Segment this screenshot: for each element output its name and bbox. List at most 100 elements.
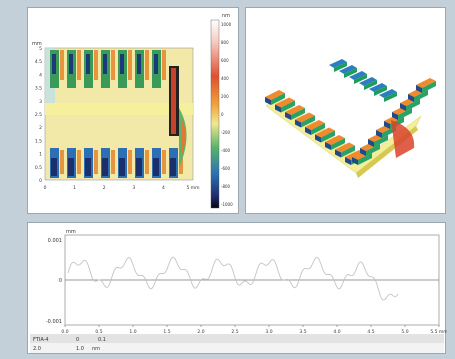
heatmap-panel[interactable]: nm mm 0 0.5 1 1.5 2 2.5 3 3.5 4 4.5 5 0 1 2 3 4 5 mm 10…: [27, 7, 239, 214]
surface-upper-fin-top: [349, 71, 367, 80]
heatmap-top-stripe-core: [120, 54, 124, 74]
heatmap-top-stripe-edge: [77, 50, 81, 80]
surface-fin-side: [281, 100, 295, 113]
heatmap-top-stripe-edge: [128, 50, 132, 80]
profile-x-tick-label: 1.5: [163, 329, 170, 335]
surface-fin-front: [392, 112, 398, 120]
footer-cell-2-3: nm: [92, 346, 100, 352]
surface-fin-front: [352, 157, 358, 165]
surface-upper-fin-side: [344, 68, 357, 78]
surface-upper-fin-side: [374, 86, 387, 96]
footer-cell-1-3: 0.1: [98, 337, 106, 343]
surface-fin-front: [368, 139, 374, 147]
profile-x-tick-label: 4.0: [333, 329, 340, 335]
surface-fin-side: [358, 153, 372, 165]
profile-y-axis: 0.001 0 -0.001: [46, 238, 62, 325]
colorbar-tick-label: 400: [221, 76, 229, 81]
heatmap-y-tick-label: 2: [39, 125, 42, 131]
heatmap-top-stripe-core: [137, 54, 141, 74]
surface-fin-side: [331, 138, 345, 150]
colorbar-tick-label: 200: [221, 94, 229, 99]
heatmap-bottom-stripe-core: [136, 158, 142, 176]
heatmap-top-stripe-core: [154, 54, 158, 74]
heatmap-bottom-stripe-edge: [60, 150, 64, 174]
footer-cell-2-2: 1.0: [76, 346, 84, 352]
heatmap-y-tick-label: 3.5: [35, 86, 42, 92]
surface-upper-fin-top: [379, 89, 397, 98]
colorbar-ticks: 1000 800 600 400 200 0 -200 -400 -600 -800 -1000: [221, 22, 233, 207]
profile-x-tick-label: 3.5: [299, 329, 306, 335]
surface-upper-fin-side: [384, 92, 397, 102]
colorbar-unit-label: nm: [222, 13, 230, 19]
heatmap-top-stripe-core: [52, 54, 56, 74]
surface-fin-side: [341, 145, 355, 158]
heatmap-top-stripe-core: [86, 54, 90, 74]
surface-fin-front: [305, 127, 311, 135]
profile-svg: 0.001 0 -0.001 mm 0.0 0.5 1.0 1.5 2.0 2.5 3.0 3.5…: [30, 229, 448, 353]
profile-x-tick-label: 2.0: [197, 329, 204, 335]
heatmap-bottom-stripe-edge: [145, 150, 149, 174]
profile-y-tick-label: 0.001: [48, 238, 62, 244]
footer-cell-1-1: FTIA-4: [33, 337, 49, 343]
profile-footer-row-1: [30, 334, 444, 343]
heatmap-band: [45, 103, 193, 115]
heatmap-y-tick-label: 2.5: [35, 112, 42, 118]
colorbar-tick-label: -800: [221, 184, 231, 189]
profile-x-tick-label: 3.0: [265, 329, 272, 335]
footer-cell-2-1: 2.0: [33, 346, 41, 352]
heatmap-top-stripe-edge: [94, 50, 98, 80]
heatmap-y-tick-label: 0: [39, 178, 42, 184]
surface-fin-top: [416, 78, 436, 88]
surface-fin-front: [416, 85, 422, 93]
heatmap-area[interactable]: [44, 47, 194, 181]
colorbar-tick-label: -200: [221, 130, 231, 135]
heatmap-bottom-stripe-core: [102, 158, 108, 176]
profile-y-tick-label: 0: [59, 278, 62, 284]
surface-fin-front: [360, 148, 366, 156]
surface-fin-side: [301, 115, 315, 128]
heatmap-bottom-stripe-core: [170, 158, 176, 176]
profile-y-unit: mm: [66, 229, 76, 235]
heatmap-x-tick-label: 0: [44, 185, 47, 191]
surface-fin-front: [335, 149, 341, 158]
surface-fin-front: [265, 97, 271, 105]
colorbar[interactable]: [210, 19, 220, 209]
surface-upper-fin-side: [364, 80, 377, 90]
profile-x-tick-label: 0.5: [95, 329, 102, 335]
profile-x-tick-label: 0.0: [61, 329, 68, 335]
colorbar-tick-label: -1000: [221, 202, 233, 207]
profile-panel[interactable]: 0.001 0 -0.001 mm 0.0 0.5 1.0 1.5 2.0 2.5 3.0 3.5…: [27, 222, 448, 354]
profile-x-tick-label: 4.5: [367, 329, 374, 335]
surface-curved-wall: [391, 120, 415, 158]
heatmap-bottom-stripe-edge: [128, 150, 132, 174]
heatmap-right-arc-inner: [181, 118, 186, 158]
colorbar-tick-label: -600: [221, 166, 231, 171]
surface-fin-side: [271, 93, 285, 105]
surface-fin-front: [384, 121, 390, 129]
heatmap-x-tick-label: 3: [132, 185, 135, 191]
profile-curve: [67, 256, 399, 301]
surface-fin-top: [285, 105, 305, 115]
heatmap-bottom-stripe-core: [119, 158, 125, 176]
profile-x-tick-label: 5.0: [401, 329, 408, 335]
surface-fin-top: [265, 90, 285, 100]
surface-fin-front: [285, 112, 291, 120]
surface-3d-panel[interactable]: [245, 7, 446, 214]
surface-fin-side: [414, 90, 428, 102]
profile-x-axis: 0.0 0.5 1.0 1.5 2.0 2.5 3.0 3.5 4.0 4.5 5.0 5.5 mm: [61, 325, 448, 335]
surface-fin-side: [291, 108, 305, 120]
profile-x-tick-label: 2.5: [231, 329, 238, 335]
surface-fin-top: [325, 135, 345, 145]
surface-fin-front: [408, 94, 414, 102]
heatmap-top-stripe-edge: [60, 50, 64, 80]
surface-upper-fin-side: [334, 62, 347, 72]
colorbar-tick-label: 1000: [221, 22, 232, 27]
heatmap-y-tick-label: 4: [39, 72, 42, 78]
heatmap-y-tick-label: 0.5: [35, 165, 42, 171]
colorbar-tick-label: 800: [221, 40, 229, 45]
heatmap-bottom-stripe-edge: [111, 150, 115, 174]
surface-fin-side: [406, 99, 420, 111]
profile-y-tick-label: -0.001: [46, 319, 62, 325]
surface-fin-front: [275, 104, 281, 113]
surface-fin-side: [321, 130, 335, 143]
